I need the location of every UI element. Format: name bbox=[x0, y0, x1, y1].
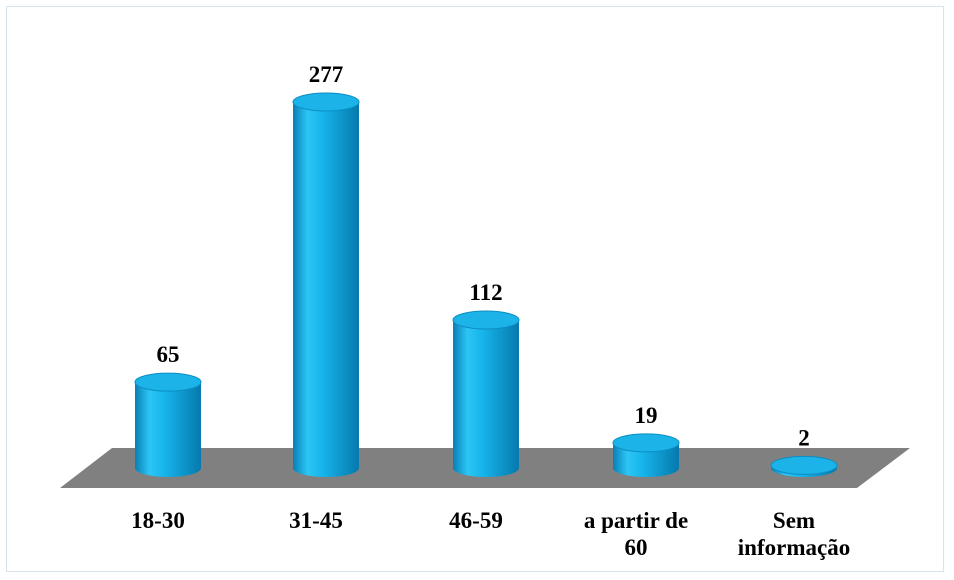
x-tick-line: 60 bbox=[625, 535, 648, 560]
bar-top bbox=[134, 372, 202, 392]
x-tick-label: a partir de 60 bbox=[584, 508, 688, 560]
x-tick-label: 31-45 bbox=[289, 508, 343, 533]
bar-top bbox=[292, 92, 360, 112]
data-label: 19 bbox=[635, 403, 658, 428]
x-tick-label: 18-30 bbox=[131, 508, 185, 533]
bar-top bbox=[452, 310, 520, 330]
bar-top bbox=[770, 455, 838, 475]
x-tick-line: 46-59 bbox=[449, 508, 503, 533]
bar-3 bbox=[452, 310, 520, 477]
bar-body bbox=[293, 102, 359, 477]
bar-4 bbox=[612, 433, 680, 477]
x-tick-line: a partir de bbox=[584, 508, 688, 533]
x-tick-label: 46-59 bbox=[449, 508, 503, 533]
data-label: 277 bbox=[309, 62, 344, 87]
x-tick-line: informação bbox=[738, 535, 850, 560]
bar-2 bbox=[292, 92, 360, 477]
data-label: 65 bbox=[157, 342, 180, 367]
bar-body bbox=[453, 320, 519, 477]
bar-top bbox=[612, 433, 680, 453]
x-tick-line: 18-30 bbox=[131, 508, 185, 533]
bar-body bbox=[613, 442, 679, 477]
x-tick-label: Sem informação bbox=[738, 508, 850, 560]
bar-body bbox=[135, 382, 201, 477]
x-tick-line: 31-45 bbox=[289, 508, 343, 533]
bar-5 bbox=[770, 455, 838, 477]
data-label: 2 bbox=[798, 425, 810, 450]
bar-1 bbox=[134, 372, 202, 477]
x-tick-line: Sem bbox=[773, 508, 815, 533]
data-label: 112 bbox=[469, 280, 502, 305]
